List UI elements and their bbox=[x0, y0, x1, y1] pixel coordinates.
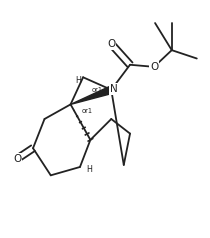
Text: or1: or1 bbox=[91, 87, 102, 93]
Text: H: H bbox=[86, 164, 92, 174]
Text: O: O bbox=[150, 62, 158, 72]
Text: O: O bbox=[13, 154, 21, 164]
Text: or1: or1 bbox=[82, 108, 93, 114]
Text: N: N bbox=[110, 84, 118, 94]
Text: O: O bbox=[107, 39, 115, 49]
Polygon shape bbox=[71, 86, 113, 104]
Text: H: H bbox=[75, 76, 81, 85]
